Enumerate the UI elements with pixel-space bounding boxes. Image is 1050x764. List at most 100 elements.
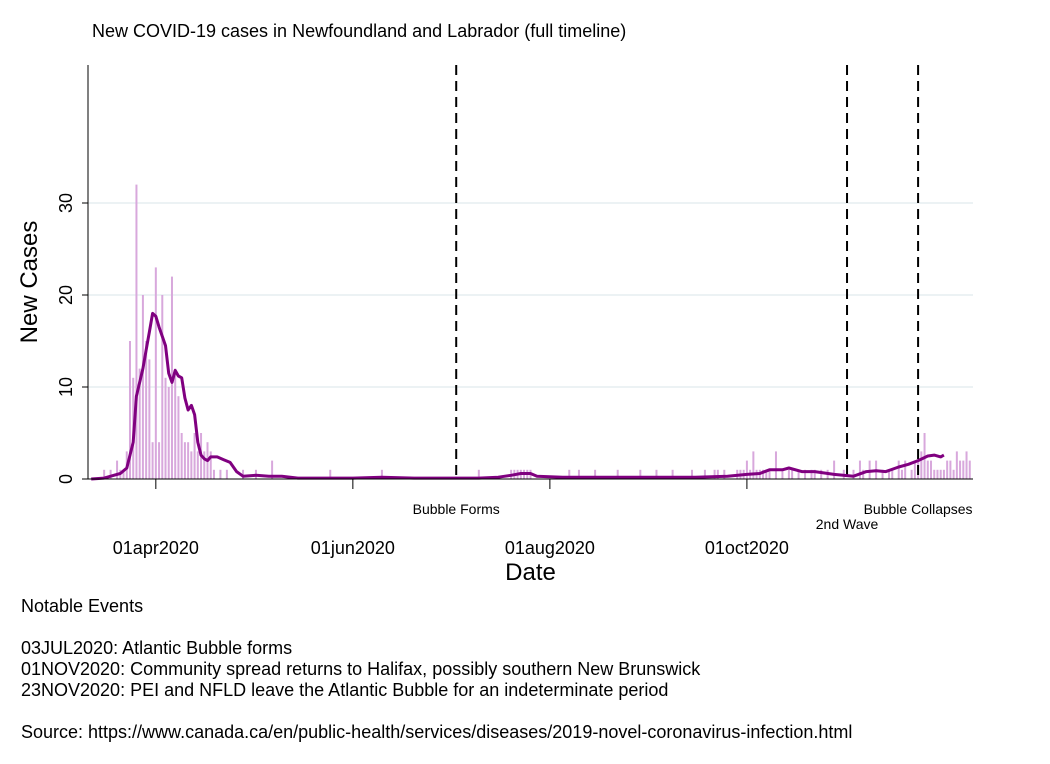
bar xyxy=(703,469,706,479)
bar xyxy=(716,469,719,479)
bar xyxy=(952,469,955,479)
source-line: Source: https://www.canada.ca/en/public-… xyxy=(21,722,853,742)
event-label: Bubble Forms xyxy=(413,501,500,517)
x-ticks: 01apr2020 01jun2020 01aug2020 01oct2020 xyxy=(113,479,789,558)
bar xyxy=(616,469,619,479)
bar xyxy=(219,469,222,479)
bar xyxy=(329,469,332,479)
notes-heading: Notable Events xyxy=(21,596,144,616)
bar xyxy=(187,442,190,479)
bar xyxy=(913,460,916,479)
event-label: Bubble Collapses xyxy=(864,501,973,517)
bar xyxy=(154,267,157,479)
bar xyxy=(949,460,952,479)
bar xyxy=(203,451,206,479)
bar xyxy=(568,469,571,479)
bar xyxy=(920,451,923,479)
bar xyxy=(164,377,167,479)
bar xyxy=(151,442,154,479)
bar xyxy=(723,469,726,479)
bar xyxy=(820,469,823,479)
bar xyxy=(946,460,949,479)
bar xyxy=(594,469,597,479)
bar xyxy=(183,442,186,479)
bar xyxy=(180,433,183,479)
bar xyxy=(765,469,768,479)
bar xyxy=(933,469,936,479)
bar xyxy=(852,469,855,479)
grid-lines xyxy=(88,202,973,388)
bar xyxy=(158,442,161,479)
bar xyxy=(177,396,180,479)
bar xyxy=(813,469,816,479)
bar xyxy=(904,460,907,479)
y-axis-label: New Cases xyxy=(16,221,43,344)
bar xyxy=(768,469,771,479)
bar xyxy=(897,460,900,479)
bar xyxy=(655,469,658,479)
bar xyxy=(477,469,480,479)
bar xyxy=(862,469,865,479)
bar xyxy=(955,451,958,479)
bar xyxy=(926,460,929,479)
bar xyxy=(190,451,193,479)
chart: New COVID-19 cases in Newfoundland and L… xyxy=(16,21,973,586)
bar xyxy=(116,460,119,479)
bar xyxy=(103,469,106,479)
bar xyxy=(804,469,807,479)
bar xyxy=(781,469,784,479)
bar xyxy=(193,433,196,479)
y-ticks: 0 10 20 30 xyxy=(56,193,88,484)
y-tick-label: 0 xyxy=(56,474,76,484)
bar xyxy=(797,469,800,479)
bar xyxy=(881,469,884,479)
bar xyxy=(577,469,580,479)
bar xyxy=(891,469,894,479)
bar xyxy=(888,469,891,479)
bar xyxy=(774,451,777,479)
event-lines xyxy=(455,65,920,479)
bar xyxy=(810,469,813,479)
bar xyxy=(174,368,177,479)
notes-spacer xyxy=(21,617,852,638)
bar xyxy=(787,469,790,479)
note-line: 01NOV2020: Community spread returns to H… xyxy=(21,659,701,679)
bar xyxy=(138,368,141,479)
bar xyxy=(141,295,144,479)
y-tick-label: 30 xyxy=(56,193,76,213)
bar xyxy=(745,460,748,479)
bar xyxy=(167,387,170,479)
bar xyxy=(122,469,125,479)
notes-panel: Notable Events 03JUL2020: Atlantic Bubbl… xyxy=(21,596,852,743)
bar xyxy=(713,469,716,479)
bar xyxy=(965,451,968,479)
bar xyxy=(135,184,138,479)
event-label: 2nd Wave xyxy=(816,516,879,532)
note-line: 03JUL2020: Atlantic Bubble forms xyxy=(21,638,293,658)
bar xyxy=(858,460,861,479)
bar xyxy=(145,341,148,479)
bar xyxy=(109,469,112,479)
bar xyxy=(271,460,274,479)
y-tick-label: 20 xyxy=(56,285,76,305)
x-tick-label: 01oct2020 xyxy=(705,538,789,558)
bar xyxy=(762,469,765,479)
x-tick-label: 01jun2020 xyxy=(311,538,395,558)
bar xyxy=(942,469,945,479)
bar xyxy=(936,469,939,479)
bar xyxy=(968,460,971,479)
bar-series xyxy=(103,184,971,479)
bar xyxy=(930,460,933,479)
bar xyxy=(833,460,836,479)
x-tick-label: 01apr2020 xyxy=(113,538,199,558)
bar xyxy=(225,469,228,479)
bar xyxy=(900,469,903,479)
bar xyxy=(962,460,965,479)
bar xyxy=(791,469,794,479)
bar xyxy=(148,359,151,479)
bar xyxy=(910,469,913,479)
bar xyxy=(209,451,212,479)
chart-title: New COVID-19 cases in Newfoundland and L… xyxy=(92,21,626,41)
bar xyxy=(161,295,164,479)
